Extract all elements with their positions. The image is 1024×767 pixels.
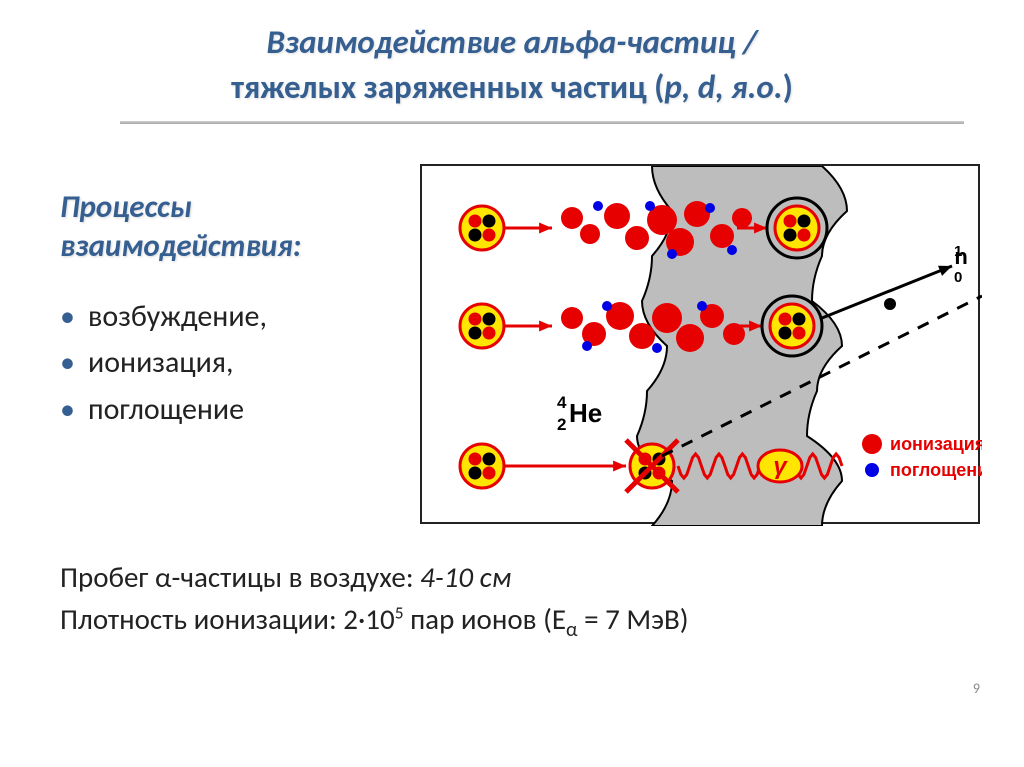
svg-text:поглощение: поглощение <box>890 460 982 480</box>
range-value: 4-10 см <box>420 559 511 595</box>
svg-text:1n: 1n <box>954 243 968 269</box>
svg-text:0: 0 <box>954 269 962 286</box>
density-sub: α <box>566 618 578 642</box>
list-item: поглощение <box>60 387 420 434</box>
list-item: ионизация, <box>60 340 420 387</box>
slide-title: Взаимодействие альфа-частиц / тяжелых за… <box>60 20 964 109</box>
svg-text:ионизация: ионизация <box>890 434 982 454</box>
processes-list: возбуждение, ионизация, поглощение <box>60 294 420 434</box>
title-line2a: тяжелых заряженных частиц ( <box>231 67 664 107</box>
svg-text:γ: γ <box>773 453 788 480</box>
interaction-diagram: 1n0 γ 4 2He ионизация поглощение <box>420 164 980 524</box>
processes-heading: Процессы взаимодействия: <box>60 188 420 266</box>
title-particles: p, d, я.о. <box>664 67 782 107</box>
density-suffix: пар ионов (E <box>404 601 567 637</box>
footer-text: Пробег α-частицы в воздухе: 4-10 см Плот… <box>0 534 1024 645</box>
page-number: 9 <box>973 680 980 697</box>
svg-text:2: 2 <box>557 415 566 434</box>
density-label: Плотность ионизации: 2·10 <box>60 601 395 637</box>
density-exp: 5 <box>395 601 404 623</box>
svg-text:He: He <box>569 398 602 428</box>
list-item: возбуждение, <box>60 294 420 341</box>
density-rest: = 7 МэВ) <box>578 601 689 637</box>
title-line1: Взаимодействие альфа-частиц / <box>266 22 757 62</box>
range-label: Пробег α-частицы в воздухе: <box>60 559 420 595</box>
svg-text:4: 4 <box>557 393 567 412</box>
title-line2b: ) <box>783 67 793 107</box>
